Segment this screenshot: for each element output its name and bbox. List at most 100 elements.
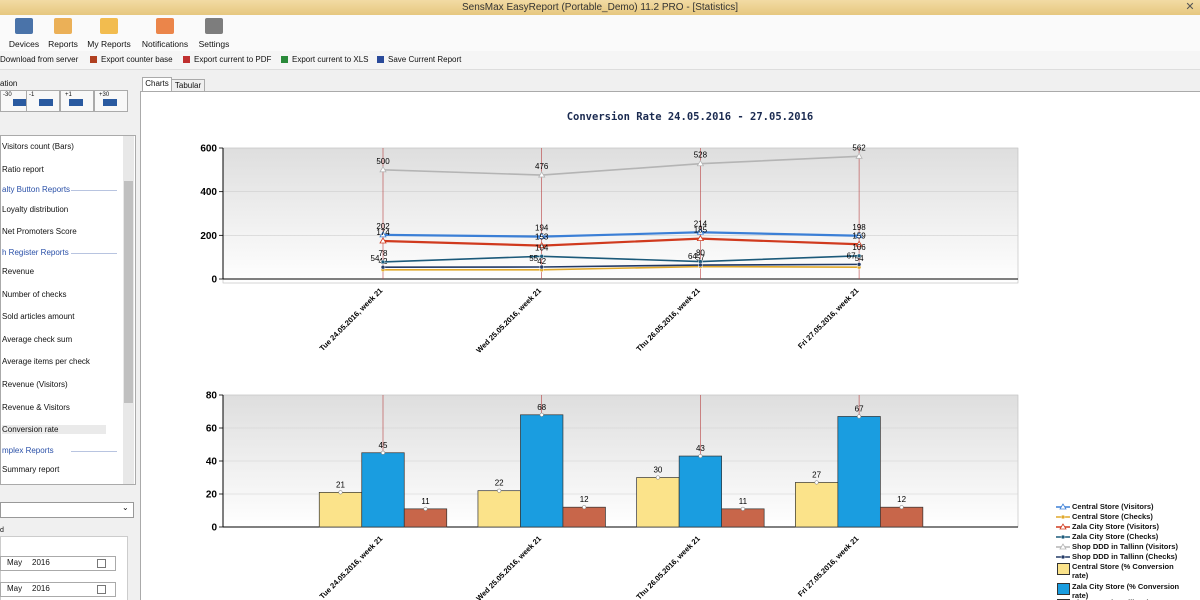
point — [696, 234, 705, 242]
data-label: 68 — [537, 403, 546, 412]
list-item[interactable]: Net Promoters Score — [2, 227, 77, 237]
list-item[interactable]: Revenue — [2, 267, 35, 276]
toolbar-button[interactable]: Devices — [8, 39, 40, 49]
y-tick-label: 200 — [200, 231, 217, 242]
close-button[interactable]: ✕ — [1185, 1, 1195, 13]
action-button[interactable]: Export counter base — [101, 55, 173, 64]
list-item[interactable]: Number of checks — [2, 289, 67, 299]
date-year: 2016 — [32, 584, 50, 593]
point — [537, 232, 546, 240]
calendar-icon[interactable] — [97, 585, 106, 594]
list-item[interactable]: Average check sum — [2, 334, 73, 344]
calendar-icon[interactable] — [97, 559, 106, 568]
bar — [477, 490, 521, 528]
step-button[interactable]: -1 — [26, 90, 60, 112]
toolbar-icon — [15, 18, 33, 34]
point — [698, 262, 703, 268]
data-label: 12 — [580, 495, 589, 504]
legend-label: Zala City Store (Checks) — [1072, 532, 1159, 541]
tab[interactable]: Charts — [142, 77, 172, 92]
x-tick-label: Fri 27.05.2016, week 21 — [796, 534, 860, 598]
list-item[interactable]: Conversion rate — [2, 425, 106, 435]
point — [1059, 543, 1067, 550]
toolbar-button[interactable]: My Reports — [87, 39, 131, 49]
legend-label: Central Store (% Conversion rate) — [1072, 562, 1174, 580]
point — [856, 253, 862, 259]
tab[interactable]: Tabular — [171, 79, 205, 92]
y-tick-label: 20 — [206, 490, 218, 501]
point — [379, 237, 387, 244]
data-label: 78 — [379, 249, 388, 258]
list-item[interactable]: Summary report — [2, 465, 60, 475]
point — [380, 259, 386, 265]
list-header: alty Button Reports — [2, 185, 71, 195]
step-button[interactable]: -30 — [0, 90, 34, 112]
plot-area — [222, 147, 1019, 284]
point — [539, 264, 544, 270]
list-item[interactable]: Revenue & Visitors — [2, 402, 70, 412]
point — [537, 241, 546, 248]
data-label: 528 — [694, 151, 708, 160]
x-tick-label: Thu 26.05.2016, week 21 — [634, 286, 701, 353]
step-button[interactable]: +30 — [94, 90, 128, 112]
toolbar-button[interactable]: Notifications — [141, 39, 189, 49]
point — [537, 171, 546, 178]
y-tick-label: 60 — [206, 424, 218, 435]
series-line — [382, 237, 860, 247]
bar-point — [655, 475, 660, 480]
date-field[interactable] — [0, 582, 116, 597]
data-label: 476 — [535, 162, 549, 171]
bar-point — [899, 505, 904, 510]
data-label: 67 — [847, 251, 856, 260]
legend-label: Zala City Store (Visitors) — [1072, 522, 1159, 531]
data-label: 198 — [852, 223, 866, 232]
action-button[interactable]: Export current to XLS — [292, 55, 369, 64]
x-tick-label: Fri 27.05.2016, week 21 — [796, 286, 860, 350]
data-label: 30 — [653, 466, 662, 475]
data-label: 174 — [376, 228, 390, 237]
bar — [318, 492, 363, 528]
list-item[interactable]: Revenue (Visitors) — [2, 380, 68, 389]
action-icon — [281, 56, 288, 63]
data-label: 45 — [379, 441, 388, 450]
date-month: May — [7, 584, 23, 593]
list-item[interactable]: Loyalty distribution — [2, 204, 69, 214]
list-item[interactable]: Visitors count (Bars) — [2, 142, 74, 151]
toolbar-button[interactable]: Settings — [198, 39, 230, 49]
section-label: ation — [0, 79, 18, 88]
scroll-thumb[interactable] — [124, 181, 133, 403]
bar-point — [857, 414, 862, 419]
data-label: 185 — [694, 226, 708, 235]
action-button[interactable]: Save Current Report — [388, 55, 462, 64]
list-item[interactable]: Average items per check — [2, 357, 90, 367]
action-icon — [90, 56, 97, 63]
toolbar-button[interactable]: Reports — [48, 39, 78, 49]
data-label: 67 — [855, 404, 864, 413]
data-label: 159 — [852, 231, 866, 240]
series-line — [382, 255, 860, 263]
dropdown[interactable] — [0, 502, 134, 518]
list-item[interactable]: Sold articles amount — [2, 312, 75, 322]
legend-swatch — [1057, 583, 1070, 595]
data-label: 214 — [694, 219, 708, 228]
legend-swatch — [1056, 503, 1070, 510]
action-button[interactable]: Download from server — [0, 55, 79, 64]
toolbar: Devices Reports My Reports Notifications Set… — [0, 15, 1200, 51]
window-title: SensMax EasyReport (Portable_Demo) 11.2 … — [461, 2, 739, 13]
chart-title: Conversion Rate 24.05.2016 - 27.05.2016 — [567, 111, 814, 123]
action-button[interactable]: Export current to PDF — [194, 55, 272, 64]
point — [1059, 503, 1067, 510]
data-label: 12 — [897, 495, 906, 504]
data-label: 55 — [529, 254, 538, 263]
bar-point — [698, 454, 703, 459]
list-item[interactable]: Ratio report — [2, 164, 44, 174]
series-line — [382, 231, 860, 238]
bar — [520, 414, 564, 528]
point — [1060, 534, 1066, 540]
bar — [403, 508, 448, 528]
bar-point — [497, 488, 502, 493]
bar-point — [380, 450, 386, 455]
y-tick-label: 600 — [200, 144, 217, 155]
date-field[interactable] — [0, 556, 116, 571]
step-button[interactable]: +1 — [60, 90, 94, 112]
